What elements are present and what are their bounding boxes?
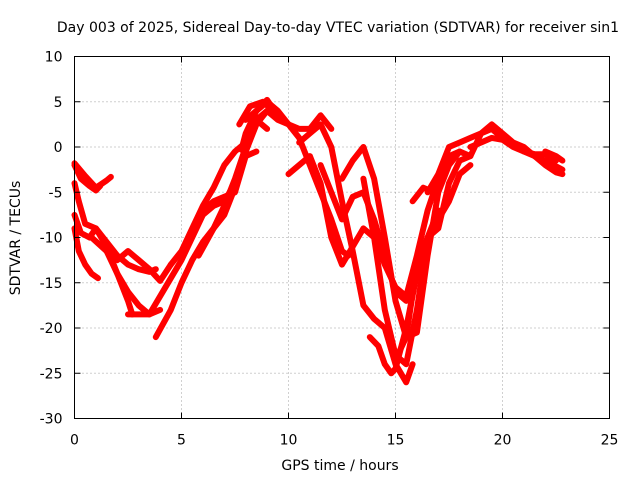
series-arc15 [242, 98, 352, 259]
series-arc25 [467, 134, 559, 164]
x-axis-label: GPS time / hours [281, 458, 398, 474]
series-layer [71, 96, 566, 386]
x-tick-label: 10 [280, 433, 298, 449]
series-arc12 [199, 148, 260, 214]
series-arc26 [542, 148, 566, 164]
x-tick-label: 20 [494, 433, 512, 449]
y-tick-label: -30 [40, 412, 63, 428]
y-tick-label: -10 [40, 231, 63, 247]
series-arc22 [392, 153, 474, 363]
x-tick-label: 5 [177, 433, 186, 449]
y-axis-label: SDTVAR / TECUs [8, 181, 24, 296]
x-tick-label: 25 [601, 433, 619, 449]
series-arc3 [71, 180, 159, 275]
series-arc4 [71, 225, 101, 282]
y-tick-label: -20 [40, 321, 63, 337]
x-tick-label: 0 [70, 433, 79, 449]
series-arc16 [285, 153, 442, 368]
x-tick-label: 15 [387, 433, 405, 449]
y-tick-label: 5 [54, 95, 63, 111]
series-arc2 [71, 162, 104, 194]
y-tick-label: -25 [40, 366, 63, 382]
series-arc24 [424, 121, 566, 196]
series-arc8 [125, 107, 292, 318]
y-tick-label: 0 [54, 140, 63, 156]
chart-title: Day 003 of 2025, Sidereal Day-to-day VTE… [57, 20, 619, 36]
series-arc5 [71, 211, 136, 318]
series-arc10 [167, 139, 249, 268]
y-tick-label: -5 [49, 185, 63, 201]
ticks: 0 5 10 15 20 25 10 5 0 -5 -10 -15 -20 -25 -30 [40, 50, 619, 449]
y-tick-label: 10 [45, 50, 63, 66]
grid [74, 56, 610, 419]
series-arc11 [195, 107, 335, 259]
y-tick-label: -15 [40, 276, 63, 292]
